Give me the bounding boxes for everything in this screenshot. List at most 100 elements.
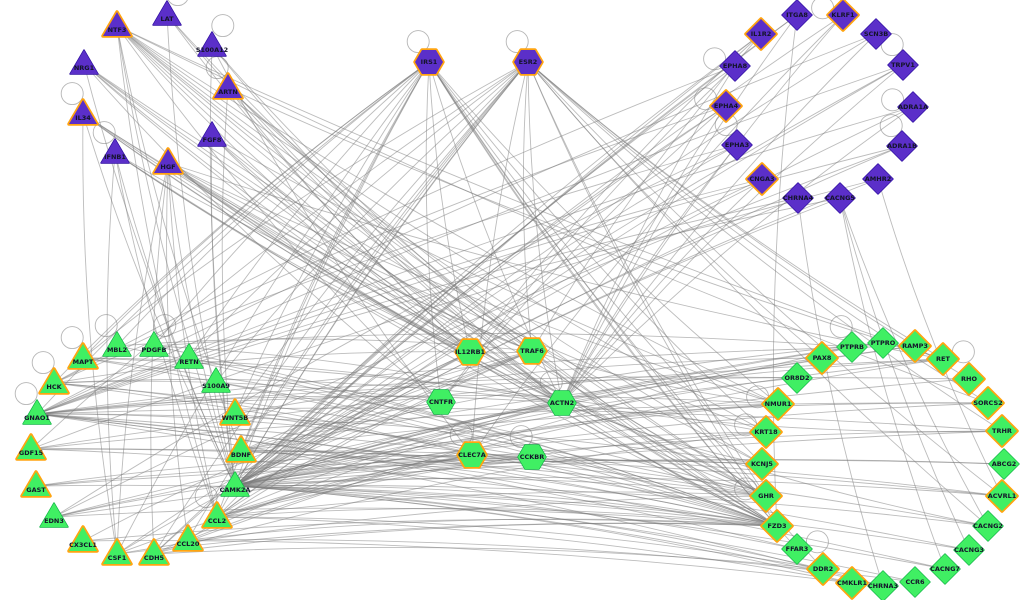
node-nrg1[interactable]: NRG1 bbox=[69, 49, 99, 75]
node-cacng5[interactable]: CACNG5 bbox=[824, 182, 856, 214]
edge bbox=[216, 33, 762, 518]
edge bbox=[167, 162, 218, 518]
edge bbox=[240, 402, 989, 452]
edge bbox=[234, 478, 767, 497]
node-krt18[interactable]: KRT18 bbox=[749, 415, 783, 449]
self-loop bbox=[60, 82, 84, 106]
node-ptprb[interactable]: PTPRB bbox=[836, 331, 868, 363]
node-adra1a[interactable]: ADRA1A bbox=[897, 91, 929, 123]
triangle-node-shape bbox=[152, 147, 184, 175]
edge bbox=[216, 516, 853, 584]
triangle-node-shape bbox=[22, 399, 52, 425]
edge bbox=[36, 178, 763, 415]
edge bbox=[166, 162, 189, 541]
edge bbox=[150, 162, 169, 555]
edge bbox=[234, 197, 841, 487]
node-epha3[interactable]: EPHA3 bbox=[721, 129, 753, 161]
edge bbox=[53, 61, 430, 384]
diamond-node-shape bbox=[826, 0, 860, 32]
node-trhr[interactable]: TRHR bbox=[985, 414, 1019, 448]
node-cmklr1[interactable]: CMKLR1 bbox=[835, 566, 869, 600]
self-loop bbox=[167, 0, 188, 7]
edge bbox=[188, 61, 529, 359]
node-esr2[interactable]: ESR2 bbox=[512, 48, 544, 76]
diamond-node-shape bbox=[953, 534, 985, 566]
node-clec7a[interactable]: CLEC7A bbox=[456, 441, 488, 469]
diamond-node-shape bbox=[745, 447, 779, 481]
node-s100a12[interactable]: S100A12 bbox=[196, 31, 228, 57]
self-loop bbox=[31, 351, 55, 375]
triangle-node-shape bbox=[174, 343, 204, 369]
node-ccr6[interactable]: CCR6 bbox=[899, 566, 931, 598]
edge bbox=[188, 357, 778, 527]
edge bbox=[240, 450, 1003, 497]
node-gast[interactable]: GAST bbox=[20, 470, 52, 498]
edge bbox=[36, 64, 904, 415]
node-chrna3[interactable]: CHRNA3 bbox=[867, 570, 899, 600]
diamond-node-shape bbox=[867, 327, 899, 359]
edge bbox=[30, 448, 1003, 497]
edge bbox=[527, 61, 767, 497]
triangle-node-shape bbox=[172, 524, 204, 552]
edge bbox=[187, 518, 778, 541]
node-ntf3[interactable]: NTF3 bbox=[101, 10, 133, 38]
self-loop bbox=[449, 423, 473, 447]
node-cx3cl1[interactable]: CX3CL1 bbox=[67, 525, 99, 553]
edge bbox=[234, 61, 430, 487]
diamond-node-shape bbox=[985, 414, 1019, 448]
node-lat[interactable]: LAT bbox=[152, 0, 182, 26]
node-irs1[interactable]: IRS1 bbox=[413, 48, 445, 76]
edge bbox=[471, 61, 529, 456]
node-gdf15[interactable]: GDF15 bbox=[15, 433, 47, 461]
node-sorcs2[interactable]: SORCS2 bbox=[971, 386, 1005, 420]
edge bbox=[527, 61, 778, 527]
edge bbox=[82, 357, 563, 404]
node-amhr2[interactable]: AMHR2 bbox=[862, 163, 894, 195]
node-rho[interactable]: RHO bbox=[952, 362, 986, 396]
edge bbox=[187, 350, 533, 541]
edge bbox=[440, 105, 727, 403]
hexagon-node-shape bbox=[517, 444, 547, 470]
edge bbox=[153, 61, 430, 347]
edge bbox=[36, 407, 1003, 432]
diamond-node-shape bbox=[929, 553, 961, 585]
node-acvrl1[interactable]: ACVRL1 bbox=[985, 479, 1019, 513]
edge bbox=[772, 14, 798, 527]
triangle-node-shape bbox=[138, 538, 170, 566]
edge bbox=[30, 448, 778, 527]
diamond-node-shape bbox=[805, 341, 839, 375]
node-cacng3[interactable]: CACNG3 bbox=[953, 534, 985, 566]
self-loop bbox=[805, 530, 829, 554]
hexagon-node-shape bbox=[512, 48, 544, 76]
edge bbox=[53, 144, 738, 518]
edge bbox=[527, 61, 1003, 497]
self-loop bbox=[60, 326, 84, 350]
edge bbox=[234, 144, 738, 487]
node-itga8[interactable]: ITGA8 bbox=[781, 0, 813, 31]
edge bbox=[561, 14, 798, 404]
node-adra1b[interactable]: ADRA1B bbox=[886, 130, 918, 162]
triangle-node-shape bbox=[219, 398, 251, 426]
node-epha4[interactable]: EPHA4 bbox=[709, 89, 743, 123]
node-trpv1[interactable]: TRPV1 bbox=[887, 49, 919, 81]
node-abcg2[interactable]: ABCG2 bbox=[988, 448, 1020, 480]
node-fgf8[interactable]: FGF8 bbox=[197, 121, 227, 147]
node-cacng2[interactable]: CACNG2 bbox=[972, 510, 1004, 542]
node-actn2[interactable]: ACTN2 bbox=[547, 390, 577, 416]
hexagon-node-shape bbox=[413, 48, 445, 76]
node-traf6[interactable]: TRAF6 bbox=[516, 337, 548, 365]
node-il34[interactable]: IL34 bbox=[67, 98, 99, 126]
node-or8d2[interactable]: OR8D2 bbox=[781, 362, 813, 394]
node-il12rb1[interactable]: IL12RB1 bbox=[454, 338, 486, 366]
node-cntfr[interactable]: CNTFR bbox=[426, 389, 456, 415]
diamond-node-shape bbox=[782, 182, 814, 214]
node-cckbr[interactable]: CCKBR bbox=[517, 444, 547, 470]
diamond-node-shape bbox=[761, 387, 795, 421]
triangle-node-shape bbox=[102, 331, 132, 357]
node-il1r2[interactable]: IL1R2 bbox=[744, 17, 778, 51]
edge bbox=[877, 178, 1003, 497]
edge bbox=[227, 87, 944, 360]
self-loop bbox=[94, 314, 118, 338]
node-cacng7[interactable]: CACNG7 bbox=[929, 553, 961, 585]
edge bbox=[216, 508, 778, 527]
